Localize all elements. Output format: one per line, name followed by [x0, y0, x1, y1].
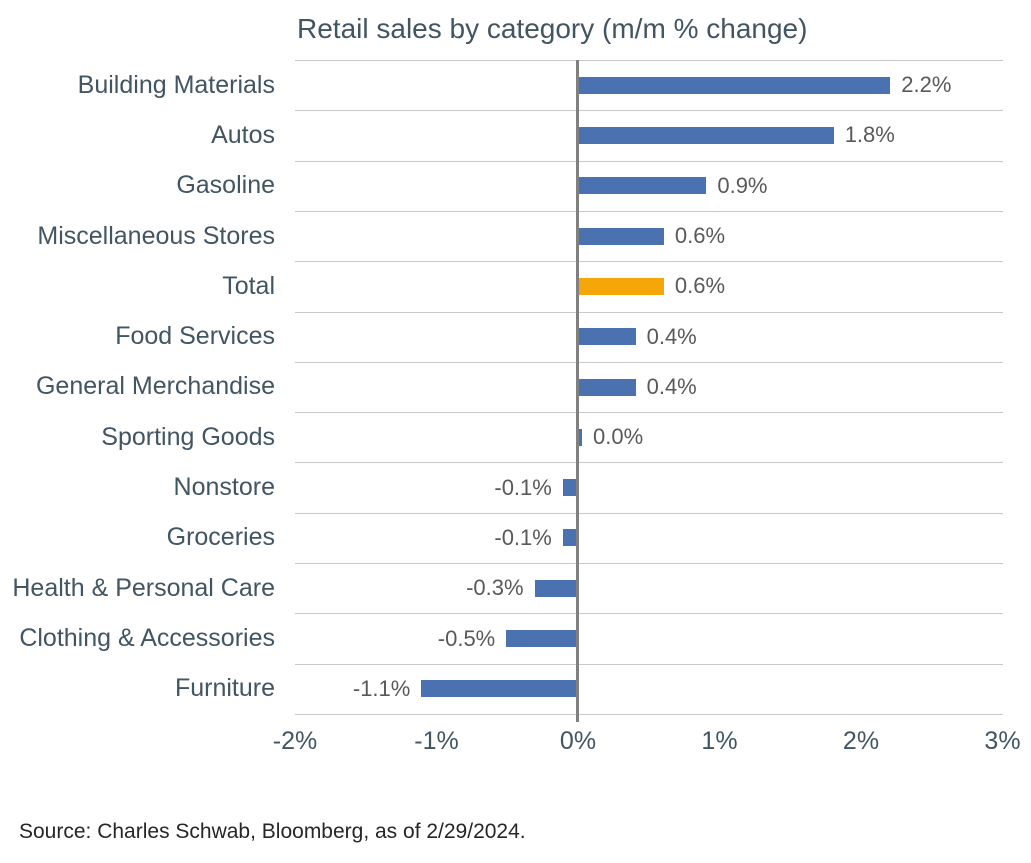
value-label: -0.1% [494, 474, 552, 500]
chart-row [295, 210, 1003, 261]
bar [579, 428, 582, 446]
bar [562, 479, 577, 497]
category-axis: Building Materials Autos Gasoline Miscellan… [0, 60, 275, 714]
chart-row [295, 110, 1003, 160]
category-label: Gasoline [176, 171, 275, 200]
value-label: -0.3% [466, 575, 524, 601]
value-label: 0.9% [717, 172, 768, 198]
chart-row [295, 160, 1003, 211]
chart-row [295, 311, 1003, 362]
chart-row [295, 412, 1003, 462]
x-tick-label: 3% [984, 727, 1021, 755]
value-label: -0.5% [437, 625, 496, 651]
value-label: -1.1% [352, 675, 411, 701]
x-tick-label: 1% [701, 727, 738, 755]
x-tick-label: 0% [559, 727, 597, 755]
chart-row [295, 663, 1003, 714]
value-label: -0.1% [494, 524, 552, 550]
category-label: General Merchandise [35, 372, 275, 401]
chart-row [295, 60, 1003, 110]
bar [421, 680, 577, 698]
value-label: 0.6% [674, 273, 726, 299]
category-label: Groceries [166, 523, 275, 552]
category-label: Miscellaneous Stores [37, 221, 275, 250]
category-label: Autos [211, 120, 275, 149]
zero-axis-line [576, 60, 579, 722]
value-label: 0.4% [646, 373, 697, 399]
bar [534, 579, 577, 597]
bar [579, 76, 891, 94]
bar [579, 126, 834, 144]
source-note: Source: Charles Schwab, Bloomberg, as of… [19, 820, 526, 843]
bar [579, 378, 636, 396]
bar [579, 328, 636, 346]
chart-title: Retail sales by category (m/m % change) [297, 13, 808, 44]
value-label: 0.6% [674, 223, 726, 249]
category-label: Total [222, 271, 275, 300]
category-label: Clothing & Accessories [19, 624, 275, 653]
chart-row [295, 563, 1003, 613]
chart-row [295, 261, 1003, 311]
value-label: 1.8% [844, 122, 895, 148]
bar [506, 630, 577, 648]
category-label: Nonstore [173, 473, 275, 502]
value-label: 2.2% [901, 72, 952, 98]
chart-row [295, 512, 1003, 563]
chart-row [295, 361, 1003, 412]
value-label: 0.0% [593, 424, 644, 450]
category-label: Furniture [174, 674, 275, 703]
category-label: Sporting Goods [101, 422, 275, 451]
bar [562, 529, 577, 547]
value-label: 0.4% [646, 323, 697, 349]
bar [579, 177, 707, 195]
bar-highlight [579, 277, 664, 295]
category-label: Building Materials [77, 70, 275, 99]
x-tick-label: 2% [842, 727, 880, 755]
category-label: Health & Personal Care [12, 573, 275, 602]
bar [579, 227, 664, 245]
chart-row [295, 462, 1003, 512]
x-tick-label: -1% [414, 727, 459, 755]
category-label: Food Services [115, 322, 275, 351]
chart-row [295, 613, 1003, 663]
x-tick-label: -2% [272, 727, 318, 755]
plot-area: 2.2% 1.8% 0.9% 0.6% 0.6% 0.4% 0.4% 0.0% -0.1% -0.… [295, 60, 1003, 715]
x-axis: -2% -1% 0% 1% 2% 3% [273, 727, 1021, 761]
